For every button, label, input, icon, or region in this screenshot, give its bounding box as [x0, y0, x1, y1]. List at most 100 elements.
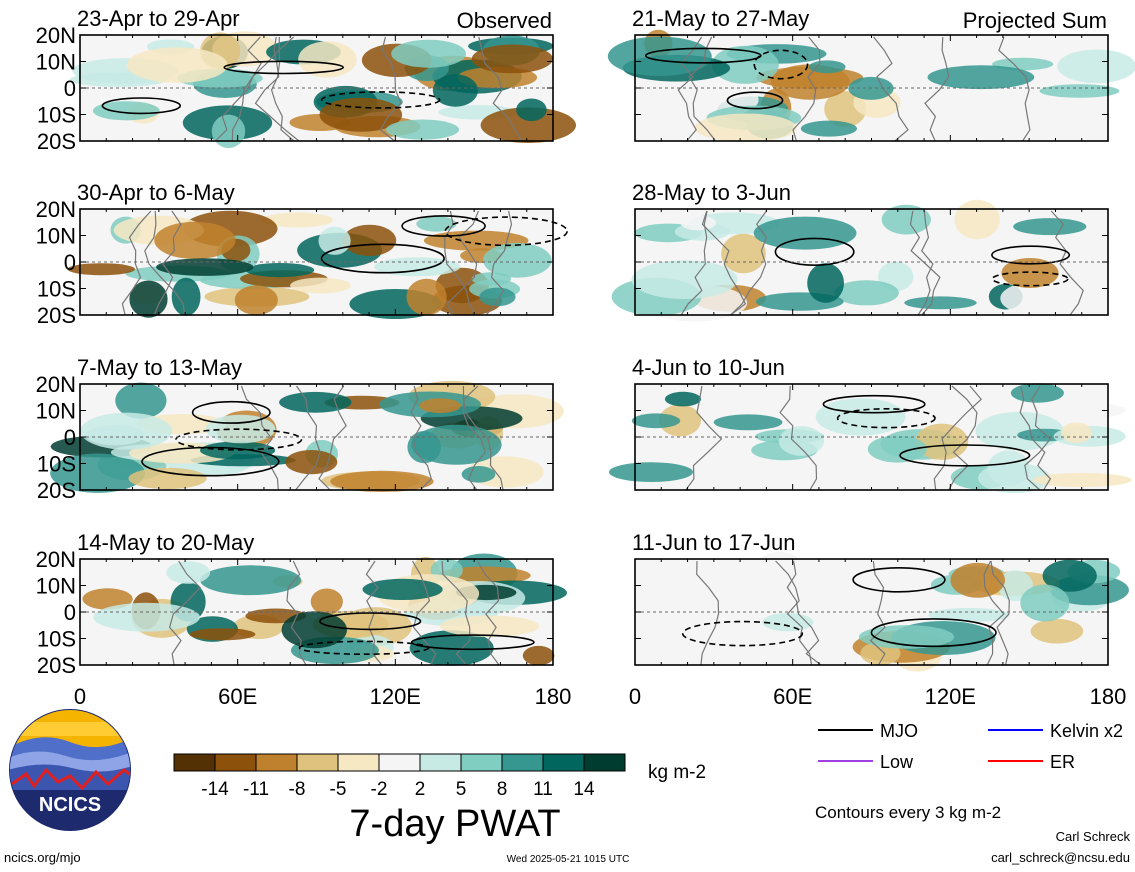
anomaly-region	[1030, 618, 1084, 644]
mjo-contour	[753, 49, 809, 80]
anomaly-region	[342, 224, 397, 257]
coastline	[983, 560, 1005, 666]
panel-title: 4-Jun to 10-Jun	[632, 355, 785, 380]
colorbar-label: -11	[243, 779, 269, 800]
anomaly-region	[904, 296, 977, 310]
anomaly-region	[85, 425, 146, 446]
legend: MJO Kelvin x2 Low ER	[818, 721, 1123, 772]
anomaly-region	[279, 391, 352, 413]
contour-note: Contours every 3 kg m-2	[815, 803, 1001, 822]
anomaly-region	[754, 551, 805, 591]
panel-title: 28-May to 3-Jun	[632, 180, 791, 205]
coastline	[286, 560, 307, 666]
anomaly-region	[67, 263, 135, 276]
coastline	[168, 560, 201, 666]
x-tick-label: 180	[1090, 684, 1127, 709]
anomaly-region	[664, 391, 702, 407]
x-tick-label: 60E	[773, 684, 812, 709]
author-name: Carl Schreck	[1056, 829, 1131, 844]
colorbar-label: 5	[456, 779, 467, 800]
x-tick-label: 120E	[370, 684, 421, 709]
anomaly-region	[881, 204, 931, 235]
coastline	[685, 385, 723, 491]
colorbar-swatch	[255, 753, 298, 772]
anomaly-region	[461, 466, 496, 483]
anomaly-region	[129, 280, 168, 318]
site-link[interactable]: ncics.org/mjo	[4, 850, 81, 865]
mjo-contour	[444, 216, 568, 247]
mjo-contour	[141, 446, 280, 477]
panel-projected-3: 4-Jun to 10-Jun	[609, 355, 1132, 494]
anomaly-region	[171, 277, 201, 316]
mjo-contour	[726, 91, 784, 110]
anomaly-region	[815, 398, 906, 436]
observed-label: Observed	[457, 8, 552, 33]
anomaly-region	[808, 60, 846, 74]
colorbar-swatch	[501, 753, 544, 772]
panel-projected-2: 28-May to 3-Jun	[611, 180, 1109, 322]
coastline	[318, 385, 347, 491]
colorbar-label: 14	[573, 779, 595, 800]
logo-text: NCICS	[39, 794, 101, 816]
x-tick-label: 0	[629, 684, 641, 709]
coastline	[365, 560, 383, 666]
coastline	[1019, 385, 1052, 491]
ncics-logo: NCICS	[9, 709, 131, 831]
legend-label: MJO	[880, 721, 918, 741]
author-email[interactable]: carl_schreck@ncsu.edu	[991, 850, 1130, 865]
anomaly-region	[166, 561, 211, 584]
colorbar-label: -8	[289, 779, 306, 800]
anomaly-region	[1061, 422, 1092, 444]
coastline	[270, 37, 295, 142]
y-tick-label: 0	[64, 250, 76, 275]
legend-label: Kelvin x2	[1050, 721, 1123, 741]
anomaly-region	[522, 645, 555, 666]
coastline	[295, 385, 321, 491]
anomaly-region	[391, 39, 466, 68]
anomaly-region	[128, 467, 207, 490]
y-tick-label: 10N	[36, 399, 76, 424]
x-tick-label: 0	[74, 684, 86, 709]
coastline	[446, 210, 479, 316]
anomaly-region	[1010, 383, 1064, 403]
anomaly-region	[126, 47, 228, 83]
anomaly-region	[200, 565, 302, 596]
anomaly-region	[310, 588, 343, 615]
anomaly-region	[374, 257, 461, 277]
anomaly-region	[234, 285, 278, 315]
mjo-contour	[319, 612, 422, 631]
colorbar: -14 -11 -8 -5 -2 2 5 8 11 14	[173, 753, 626, 800]
legend-label: Low	[880, 752, 914, 772]
colorbar-label: 8	[497, 779, 508, 800]
coastline	[775, 560, 813, 666]
colorbar-swatch	[460, 753, 503, 772]
coastline	[444, 210, 477, 316]
coastline	[909, 210, 941, 316]
y-tick-label: 10S	[37, 103, 76, 128]
coastline	[998, 36, 1031, 142]
mjo-contour	[899, 444, 1031, 467]
anomaly-region	[1042, 559, 1097, 592]
mjo-contour	[298, 640, 430, 655]
y-tick-label: 10S	[37, 452, 76, 477]
panel-title: 23-Apr to 29-Apr	[77, 6, 240, 31]
panel-title: 11-Jun to 17-Jun	[632, 530, 795, 555]
coastline	[121, 210, 152, 316]
y-tick-label: 10S	[37, 627, 76, 652]
coastline	[948, 385, 978, 491]
x-tick-label: 120E	[925, 684, 976, 709]
coastline	[215, 36, 262, 142]
anomaly-region	[694, 113, 797, 142]
colorbar-swatch	[296, 753, 339, 772]
coastline	[485, 210, 513, 316]
anomaly-region	[330, 470, 434, 492]
coastline	[379, 36, 402, 142]
anomaly-region	[1032, 472, 1132, 488]
y-tick-label: 0	[64, 600, 76, 625]
chart-title: 7-day PWAT	[349, 803, 560, 845]
coastline	[786, 560, 822, 666]
anomaly-region	[189, 628, 256, 641]
coastline	[701, 210, 747, 316]
